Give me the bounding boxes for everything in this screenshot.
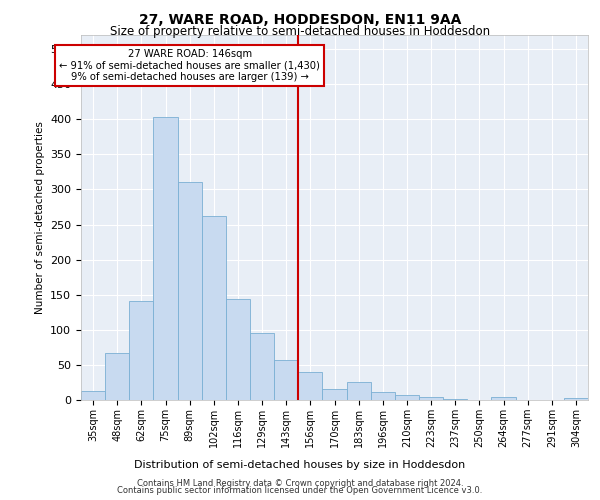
Bar (105, 353, 129, 400)
Bar (395, 395, 419, 400)
Bar (322, 390, 347, 400)
Bar (154, 117, 178, 400)
Bar (298, 372, 322, 400)
Bar (129, 301, 154, 400)
Bar (178, 182, 202, 400)
Bar (419, 397, 443, 400)
Bar (347, 382, 371, 400)
Bar (274, 360, 298, 400)
Text: Contains HM Land Registry data © Crown copyright and database right 2024.: Contains HM Land Registry data © Crown c… (137, 478, 463, 488)
Bar (491, 397, 515, 400)
Bar (226, 299, 250, 400)
Text: Contains public sector information licensed under the Open Government Licence v3: Contains public sector information licen… (118, 486, 482, 495)
Text: 27, WARE ROAD, HODDESDON, EN11 9AA: 27, WARE ROAD, HODDESDON, EN11 9AA (139, 12, 461, 26)
Bar (81, 391, 105, 400)
Bar (202, 216, 226, 400)
Bar (564, 398, 588, 400)
Bar (250, 334, 274, 400)
Bar (443, 398, 467, 400)
Text: Distribution of semi-detached houses by size in Hoddesdon: Distribution of semi-detached houses by … (134, 460, 466, 470)
Bar (371, 392, 395, 400)
Y-axis label: Number of semi-detached properties: Number of semi-detached properties (35, 121, 44, 314)
Text: 27 WARE ROAD: 146sqm
← 91% of semi-detached houses are smaller (1,430)
9% of sem: 27 WARE ROAD: 146sqm ← 91% of semi-detac… (59, 49, 320, 82)
Text: Size of property relative to semi-detached houses in Hoddesdon: Size of property relative to semi-detach… (110, 25, 490, 38)
